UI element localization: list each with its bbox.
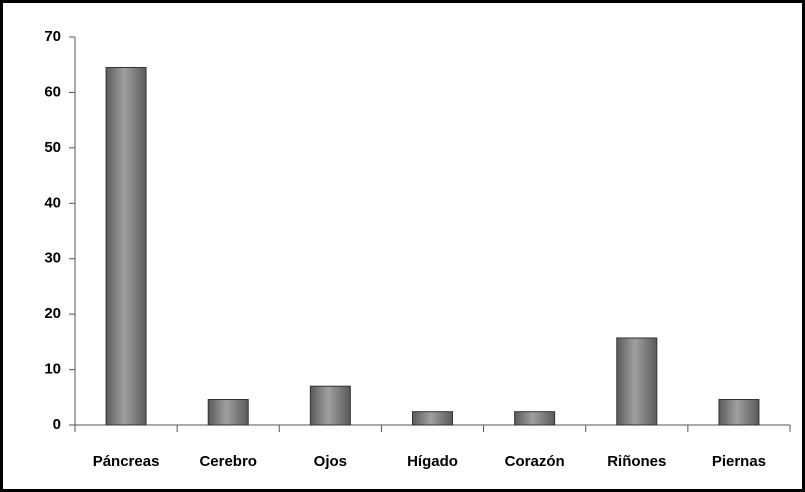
- y-tick-label: 10: [44, 361, 61, 378]
- bar: [616, 337, 658, 426]
- x-tick-label: Páncreas: [93, 453, 160, 470]
- bar: [207, 399, 249, 426]
- y-tick-label: 0: [53, 416, 61, 433]
- y-tick-label: 40: [44, 194, 61, 211]
- y-tick-label: 50: [44, 139, 61, 156]
- bar: [514, 411, 556, 426]
- y-tick-label: 70: [44, 28, 61, 45]
- bar: [718, 399, 760, 426]
- x-tick-label: Cerebro: [199, 453, 257, 470]
- x-tick-label: Ojos: [314, 453, 347, 470]
- bar: [412, 411, 453, 426]
- x-tick-label: Hígado: [407, 453, 458, 470]
- x-tick-label: Corazón: [505, 453, 565, 470]
- y-tick-label: 60: [44, 83, 61, 100]
- bar: [105, 66, 147, 426]
- bar: [309, 385, 351, 426]
- y-tick-label: 20: [44, 305, 61, 322]
- y-tick-label: 30: [44, 250, 61, 267]
- x-tick-label: Piernas: [712, 453, 766, 470]
- x-tick-label: Riñones: [607, 453, 666, 470]
